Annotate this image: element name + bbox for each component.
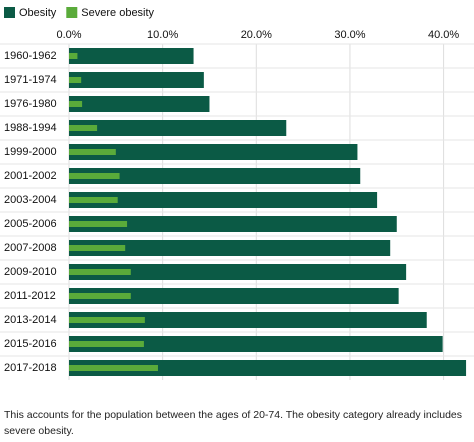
y-tick-label: 2009-2010: [4, 266, 57, 278]
bar: [69, 360, 467, 376]
x-tick-label: 20.0%: [241, 29, 272, 41]
bar: [69, 341, 144, 347]
legend-swatch: [4, 7, 15, 18]
y-tick-label: 2005-2006: [4, 218, 57, 230]
bar: [69, 197, 118, 203]
bar: [69, 240, 391, 256]
bar: [69, 336, 443, 352]
footnote: This accounts for the population between…: [4, 409, 463, 437]
y-tick-label: 1999-2000: [4, 146, 57, 158]
bar: [69, 101, 83, 107]
x-tick-label: 40.0%: [428, 29, 459, 41]
y-tick-label: 2003-2004: [4, 194, 57, 206]
bar: [69, 192, 378, 208]
bar: [69, 173, 120, 179]
bar: [69, 120, 287, 136]
bar: [69, 293, 131, 299]
y-tick-label: 2013-2014: [4, 314, 57, 326]
bar: [69, 125, 98, 131]
bar: [69, 149, 116, 155]
y-tick-label: 2017-2018: [4, 362, 57, 374]
x-tick-label: 0.0%: [56, 29, 81, 41]
bar: [69, 269, 131, 275]
y-tick-label: 1971-1974: [4, 74, 57, 86]
bar: [69, 221, 128, 227]
legend-label: Severe obesity: [81, 7, 154, 19]
y-tick-label: 1976-1980: [4, 98, 57, 110]
bar: [69, 317, 145, 323]
bar: [69, 245, 126, 251]
bar: [69, 144, 358, 160]
bar: [69, 312, 427, 328]
y-tick-label: 2011-2012: [4, 290, 56, 302]
bar: [69, 48, 194, 64]
bar: [69, 53, 78, 59]
y-tick-label: 2007-2008: [4, 242, 57, 254]
bar: [69, 216, 397, 232]
bar: [69, 365, 158, 371]
x-tick-label: 30.0%: [334, 29, 365, 41]
legend-swatch: [66, 7, 78, 18]
bar: [69, 168, 361, 184]
bar: [69, 288, 399, 304]
legend-label: Obesity: [19, 7, 57, 19]
y-tick-label: 2001-2002: [4, 170, 57, 182]
bar: [69, 96, 210, 112]
bar: [69, 264, 407, 280]
bar: [69, 72, 204, 88]
x-tick-label: 10.0%: [147, 29, 178, 41]
y-tick-label: 2015-2016: [4, 338, 57, 350]
bar: [69, 77, 82, 83]
y-tick-label: 1960-1962: [4, 50, 57, 62]
y-tick-label: 1988-1994: [4, 122, 57, 134]
